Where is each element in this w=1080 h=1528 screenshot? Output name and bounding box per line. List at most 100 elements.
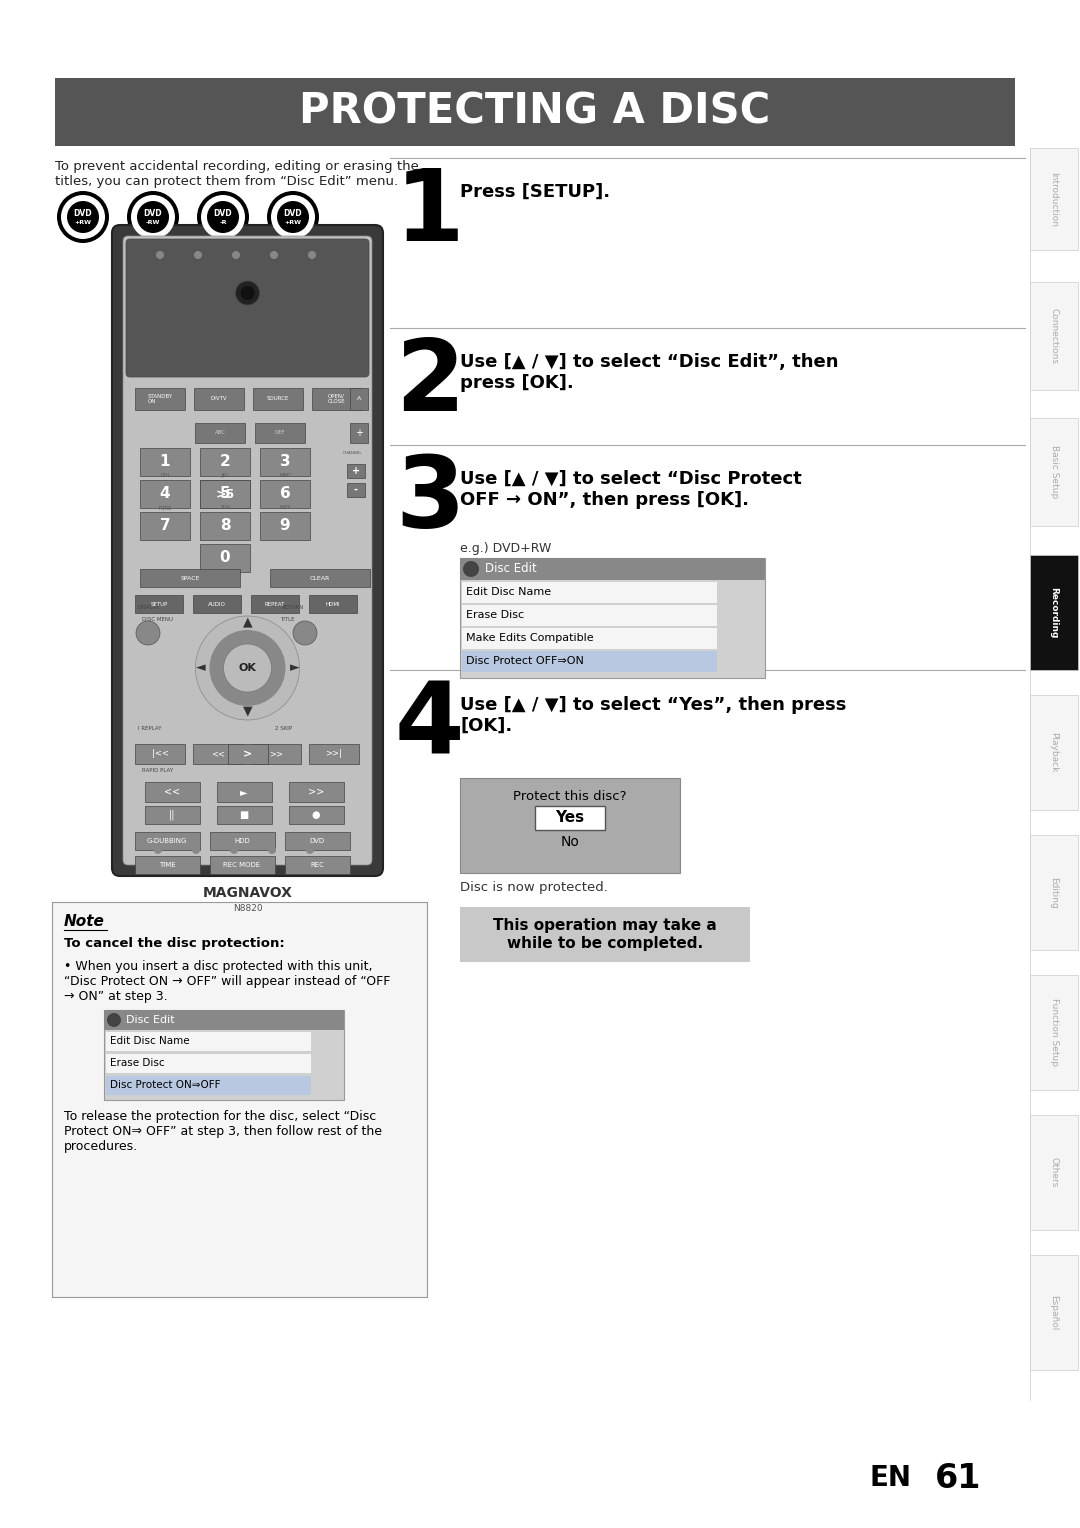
Bar: [347, 483, 365, 497]
Text: Use [▲ / ▼] to select “Disc Edit”, then
press [OK].: Use [▲ / ▼] to select “Disc Edit”, then …: [460, 353, 838, 391]
Bar: [228, 744, 268, 764]
Text: 3: 3: [395, 452, 464, 549]
Text: 4: 4: [395, 678, 464, 775]
Text: Disc Edit: Disc Edit: [485, 562, 537, 576]
Text: STANDBY
ON: STANDBY ON: [148, 394, 173, 405]
Bar: [260, 512, 310, 539]
Text: 61: 61: [935, 1461, 982, 1494]
Bar: [210, 856, 275, 874]
Text: RAPID PLAY: RAPID PLAY: [141, 769, 173, 773]
Bar: [350, 388, 368, 410]
Text: ▲: ▲: [243, 616, 253, 628]
Circle shape: [230, 847, 238, 854]
Bar: [460, 778, 680, 872]
Bar: [193, 594, 241, 613]
Text: • When you insert a disc protected with this unit,: • When you insert a disc protected with …: [64, 960, 373, 973]
Text: Others: Others: [1050, 1157, 1058, 1187]
Circle shape: [156, 251, 164, 260]
Text: JKL: JKL: [221, 474, 229, 478]
Circle shape: [308, 251, 316, 260]
Text: 8: 8: [219, 518, 230, 533]
Bar: [535, 805, 605, 830]
Text: Protect ON⇒ OFF” at step 3, then follow rest of the: Protect ON⇒ OFF” at step 3, then follow …: [64, 1125, 382, 1138]
Bar: [200, 480, 249, 507]
Text: Erase Disc: Erase Disc: [110, 1057, 164, 1068]
Text: ■: ■: [240, 810, 248, 821]
Text: DISPLAY: DISPLAY: [138, 605, 160, 610]
Text: ABC: ABC: [215, 431, 226, 435]
Text: → ON” at step 3.: → ON” at step 3.: [64, 990, 167, 1002]
Text: 9: 9: [280, 518, 291, 533]
Circle shape: [268, 847, 276, 854]
Text: 6: 6: [280, 486, 291, 501]
Circle shape: [267, 191, 319, 243]
Circle shape: [67, 202, 99, 232]
Bar: [135, 833, 200, 850]
Text: Note: Note: [64, 914, 105, 929]
Bar: [200, 544, 249, 571]
Bar: [135, 856, 200, 874]
Text: DVD: DVD: [214, 209, 232, 219]
Bar: [106, 1031, 311, 1051]
Text: Disc Protect OFF⇒ON: Disc Protect OFF⇒ON: [465, 656, 584, 666]
Text: Disc Edit: Disc Edit: [126, 1015, 175, 1025]
FancyBboxPatch shape: [126, 238, 369, 377]
Bar: [285, 856, 350, 874]
Text: -RW: -RW: [146, 220, 160, 225]
Text: ►: ►: [289, 662, 299, 674]
Text: Disc is now protected.: Disc is now protected.: [460, 882, 608, 894]
Circle shape: [131, 196, 175, 238]
Bar: [106, 1076, 311, 1096]
Circle shape: [60, 196, 105, 238]
Text: REPEAT: REPEAT: [265, 602, 285, 607]
Text: Edit Disc Name: Edit Disc Name: [110, 1036, 190, 1047]
Bar: [1030, 975, 1078, 1089]
Bar: [255, 423, 305, 443]
Bar: [210, 833, 275, 850]
Text: AUDIO: AUDIO: [208, 602, 226, 607]
Text: 5: 5: [219, 486, 230, 501]
Text: Connections: Connections: [1050, 309, 1058, 364]
Bar: [460, 908, 750, 963]
Text: “Disc Protect ON → OFF” will appear instead of “OFF: “Disc Protect ON → OFF” will appear inst…: [64, 975, 390, 989]
Text: 1: 1: [395, 165, 464, 261]
Text: +: +: [352, 466, 360, 477]
Text: PQRS: PQRS: [159, 504, 172, 510]
Circle shape: [232, 251, 240, 260]
Circle shape: [241, 286, 255, 299]
Bar: [104, 1010, 345, 1030]
Text: 2: 2: [219, 454, 230, 469]
Bar: [135, 744, 185, 764]
Text: 4: 4: [160, 486, 171, 501]
Text: N8820: N8820: [232, 905, 262, 914]
Circle shape: [192, 847, 200, 854]
Circle shape: [154, 847, 162, 854]
Text: +RW: +RW: [75, 220, 92, 225]
Circle shape: [194, 251, 202, 260]
Text: Make Edits Compatible: Make Edits Compatible: [465, 633, 594, 643]
Circle shape: [197, 191, 249, 243]
Text: ●: ●: [312, 810, 321, 821]
Text: HDD: HDD: [234, 837, 249, 843]
Text: SOURCE: SOURCE: [267, 396, 289, 402]
Text: Introduction: Introduction: [1050, 171, 1058, 226]
Text: Use [▲ / ▼] to select “Yes”, then press
[OK].: Use [▲ / ▼] to select “Yes”, then press …: [460, 695, 847, 735]
Text: No: No: [561, 834, 580, 850]
Bar: [350, 423, 368, 443]
Text: <<: <<: [211, 750, 225, 758]
Text: <<: <<: [164, 787, 180, 798]
Text: CLEAR: CLEAR: [310, 576, 330, 581]
Text: DVD: DVD: [73, 209, 92, 219]
Bar: [200, 448, 249, 477]
Text: EN: EN: [870, 1464, 912, 1491]
Bar: [200, 512, 249, 539]
Bar: [462, 605, 717, 626]
Bar: [104, 1010, 345, 1100]
Text: A: A: [356, 396, 361, 402]
Text: Editing: Editing: [1050, 877, 1058, 908]
Text: GHI: GHI: [161, 474, 170, 478]
Bar: [1030, 1115, 1078, 1230]
Text: 2 SKIP: 2 SKIP: [275, 726, 292, 730]
Text: Function Setup: Function Setup: [1050, 998, 1058, 1067]
FancyBboxPatch shape: [112, 225, 383, 876]
